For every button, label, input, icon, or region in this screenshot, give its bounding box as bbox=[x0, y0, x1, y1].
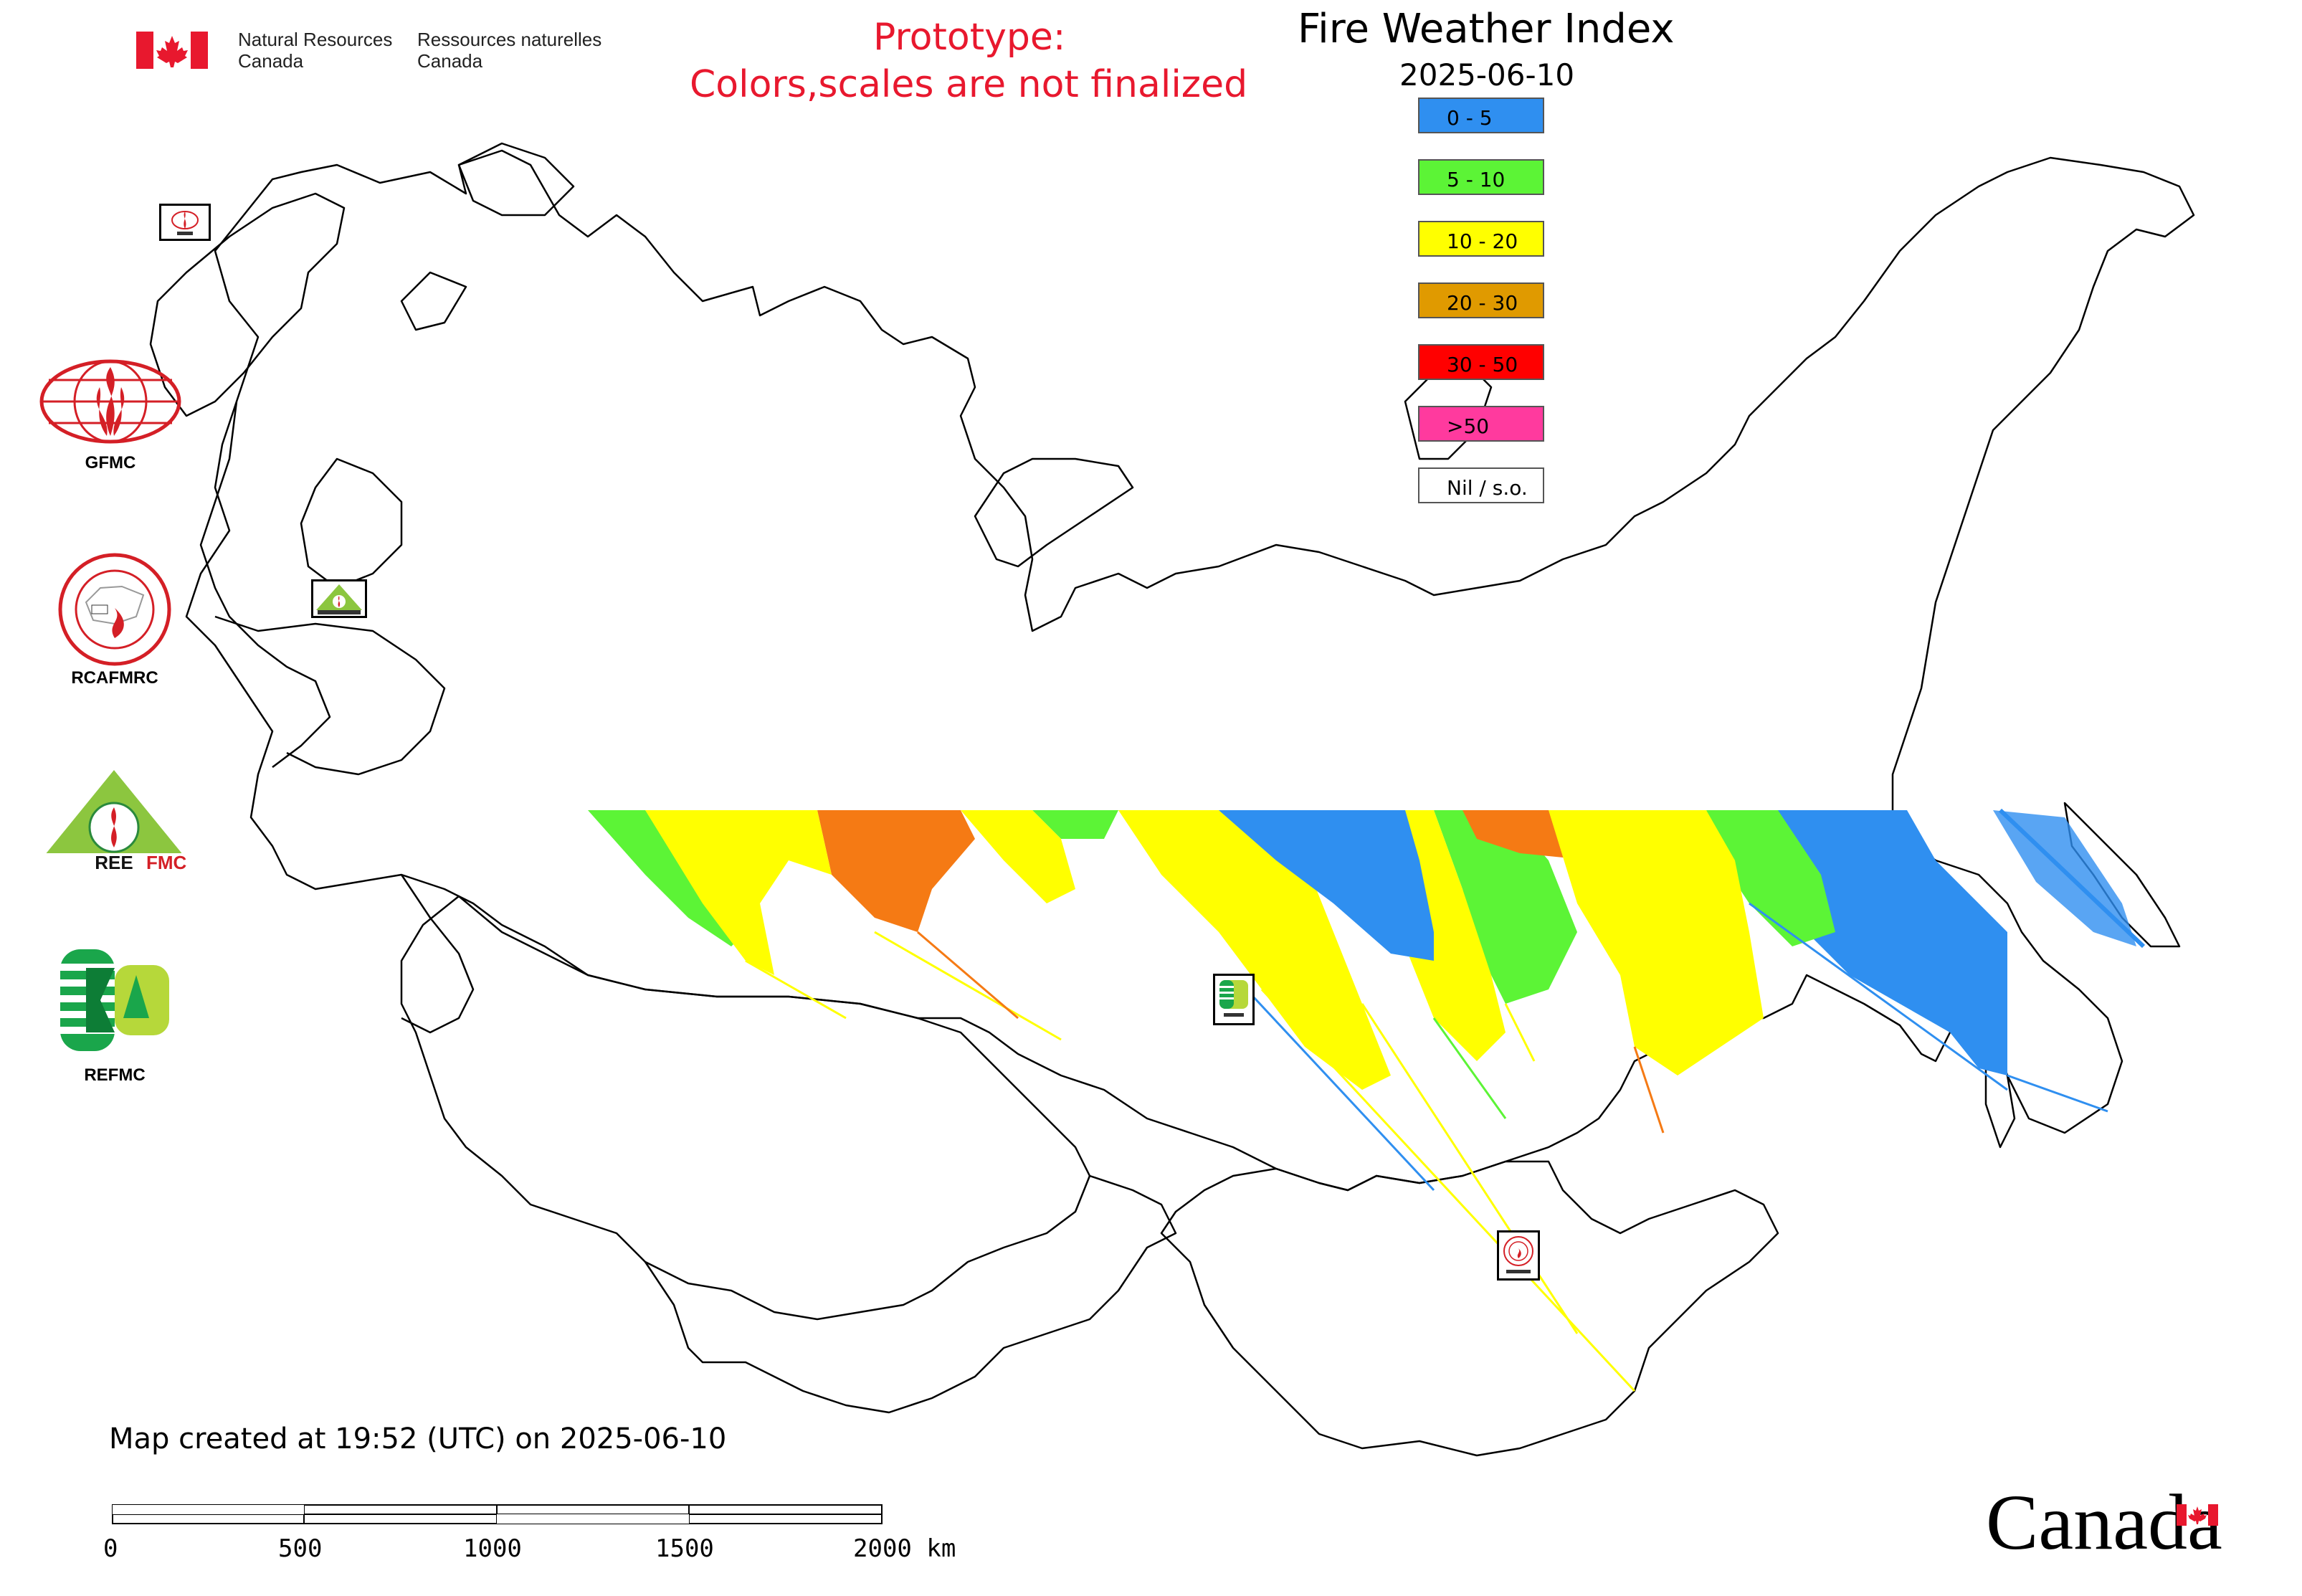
scale-label-1500: 1500 bbox=[655, 1534, 714, 1563]
gfmc-map-marker[interactable] bbox=[159, 204, 211, 241]
white-sea-outline bbox=[400, 271, 467, 331]
caucasus-border bbox=[400, 874, 475, 1034]
svg-text:REE: REE bbox=[95, 852, 133, 873]
central-asia-border bbox=[644, 1174, 1177, 1414]
legend-item-label: >50 bbox=[1447, 414, 1490, 438]
rcafmrc-logo: RCAFMRC bbox=[57, 552, 172, 695]
refmc-map-marker[interactable] bbox=[1213, 974, 1255, 1025]
agency-fr-line2: Canada bbox=[417, 50, 483, 72]
reefmc-map-marker[interactable] bbox=[311, 579, 367, 618]
rcafmrc-map-marker[interactable] bbox=[1497, 1230, 1540, 1281]
map-date: 2025-06-10 bbox=[1399, 57, 1575, 92]
novaya-zemlya-outline bbox=[974, 457, 1134, 568]
legend-item: Nil / s.o. bbox=[1418, 467, 1544, 503]
reefmc-triangle-icon: REE FMC bbox=[42, 770, 187, 873]
agency-en-line2: Canada bbox=[238, 50, 304, 72]
reefmc-logo: REE FMC bbox=[39, 767, 189, 875]
kola-peninsula-outline bbox=[457, 142, 575, 217]
refmc-logo: REFMC bbox=[57, 946, 172, 1090]
russia-border bbox=[185, 149, 2195, 1192]
map-created-note: Map created at 19:52 (UTC) on 2025-06-10 bbox=[109, 1422, 727, 1455]
eastern-europe-border bbox=[199, 401, 331, 768]
gfmc-marker-icon bbox=[171, 211, 199, 235]
scale-label-1000: 1000 bbox=[463, 1534, 522, 1563]
legend-item-label: 20 - 30 bbox=[1447, 291, 1518, 315]
scale-label-500: 500 bbox=[278, 1534, 323, 1563]
rcafmrc-label: RCAFMRC bbox=[71, 668, 158, 688]
scale-label-2000: 2000 km bbox=[853, 1534, 956, 1563]
mongolia-border bbox=[1160, 1160, 1779, 1457]
reefmc-marker-icon bbox=[316, 584, 362, 614]
gfmc-logo: GFMC bbox=[39, 358, 182, 472]
legend-item: 0 - 5 bbox=[1418, 98, 1544, 133]
belarus-border bbox=[300, 457, 403, 589]
refmc-label: REFMC bbox=[84, 1065, 146, 1085]
prototype-notice-detail: Colors,scales are not finalized bbox=[690, 63, 1248, 106]
canada-wordmark-flag-icon bbox=[2177, 1504, 2218, 1526]
agency-name-english: Natural Resources Canada bbox=[238, 29, 392, 72]
legend-item: 30 - 50 bbox=[1418, 344, 1544, 380]
legend-item-label: 10 - 20 bbox=[1447, 229, 1518, 253]
scale-label-0: 0 bbox=[103, 1534, 118, 1563]
gfmc-label: GFMC bbox=[85, 453, 136, 472]
gfmc-globe-icon bbox=[39, 359, 181, 444]
rcafmrc-seal-icon bbox=[58, 553, 171, 666]
map-title: Fire Weather Index bbox=[1298, 6, 1675, 52]
agency-name-french: Ressources naturelles Canada bbox=[417, 29, 601, 72]
scale-bar bbox=[112, 1504, 883, 1524]
refmc-marker-icon bbox=[1219, 980, 1248, 1017]
legend-item: 20 - 30 bbox=[1418, 282, 1544, 318]
legend-item-label: 0 - 5 bbox=[1447, 106, 1493, 130]
ukraine-border bbox=[214, 615, 446, 776]
legend-item: 5 - 10 bbox=[1418, 159, 1544, 195]
canada-flag-icon bbox=[136, 32, 208, 69]
legend-item-label: 5 - 10 bbox=[1447, 168, 1506, 191]
legend-item: >50 bbox=[1418, 406, 1544, 442]
fwi-raster bbox=[588, 808, 2146, 1392]
rcafmrc-marker-icon bbox=[1503, 1236, 1533, 1273]
refmc-emblem-icon bbox=[60, 949, 169, 1051]
svg-text:FMC: FMC bbox=[146, 852, 187, 873]
legend-item-label: 30 - 50 bbox=[1447, 353, 1518, 376]
agency-en-line1: Natural Resources bbox=[238, 29, 393, 50]
agency-fr-line1: Ressources naturelles bbox=[417, 29, 602, 50]
legend-item-label: Nil / s.o. bbox=[1447, 476, 1528, 500]
legend-item: 10 - 20 bbox=[1418, 221, 1544, 257]
prototype-notice: Prototype: bbox=[873, 16, 1066, 59]
